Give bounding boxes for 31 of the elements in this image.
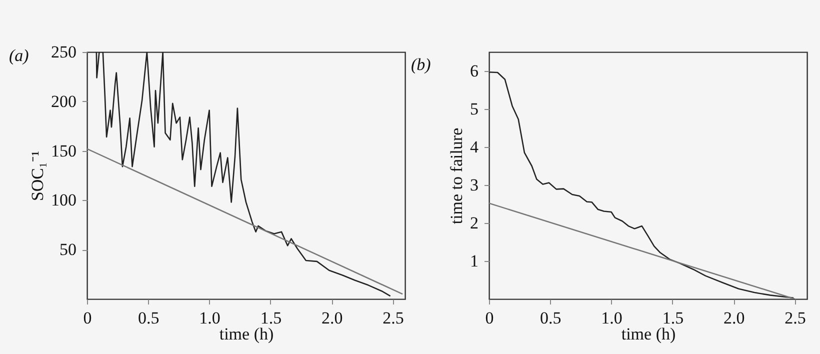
y-tick-label: 2 — [470, 214, 478, 232]
y-tick-label: 5 — [470, 100, 478, 118]
y-tick-label: 150 — [51, 141, 76, 160]
y-axis-title: SOC₁⁻¹ — [28, 150, 47, 202]
x-tick-label: 1.0 — [199, 308, 220, 328]
y-tick-label: 200 — [51, 92, 76, 111]
chart-title: (b) — [411, 55, 432, 74]
y-tick-label: 50 — [60, 240, 76, 260]
x-tick-label: 1.0 — [601, 308, 622, 328]
x-tick-label: 0 — [485, 308, 494, 328]
x-tick-label: 2.0 — [321, 308, 343, 328]
x-tick-label: 2.5 — [382, 308, 404, 328]
y-axis-title: time to failure — [447, 128, 466, 224]
x-tick-label: 0.5 — [540, 308, 562, 328]
chart-title: (a) — [9, 46, 30, 65]
y-tick-label: 100 — [51, 190, 76, 210]
x-axis-title: time (h) — [621, 324, 676, 344]
x-tick-label: 1.5 — [260, 308, 282, 328]
x-tick-label: 2.5 — [784, 308, 806, 328]
line-series — [96, 52, 391, 297]
x-tick-label: 0 — [83, 308, 92, 328]
x-axis-title: time (h) — [219, 324, 274, 344]
y-tick-label: 4 — [470, 138, 479, 156]
x-tick-label: 2.0 — [723, 308, 745, 328]
line-series — [489, 71, 794, 299]
x-tick-label: 1.5 — [662, 308, 684, 328]
y-tick-label: 3 — [470, 176, 478, 194]
y-tick-label: 1 — [470, 252, 478, 270]
x-tick-label: 0.5 — [138, 308, 160, 328]
y-tick-label: 250 — [51, 42, 76, 62]
y-tick-label: 6 — [470, 62, 478, 80]
